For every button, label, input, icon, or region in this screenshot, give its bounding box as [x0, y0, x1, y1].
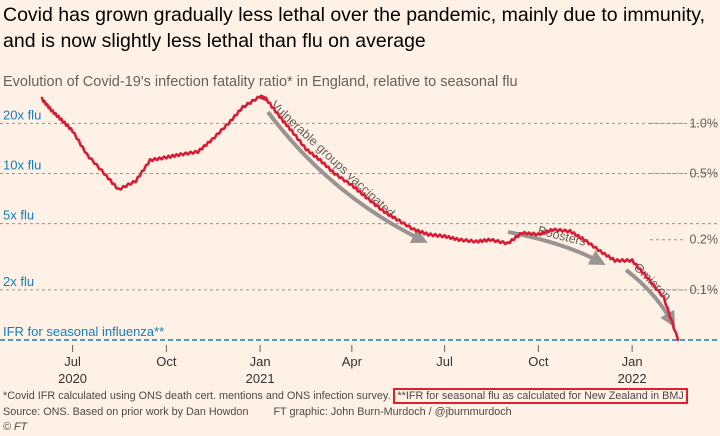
- copyright: © FT: [3, 421, 28, 433]
- xtick-label-6: Jan: [622, 354, 643, 369]
- xtick-label-2: Jan: [250, 354, 271, 369]
- series-line: [40, 94, 680, 342]
- ylabel-right-0: 0.1%: [690, 283, 719, 297]
- ylabel-left-3: 10x flu: [3, 157, 41, 172]
- chart-axis-ticks: IFR for seasonal influenza** 2x flu 5x flu…: [3, 107, 718, 386]
- xtick-label-4: Jul: [436, 354, 453, 369]
- source-line: Source: ONS. Based on prior work by Dan …: [3, 406, 512, 418]
- footnote: *Covid IFR calculated using ONS death ce…: [3, 388, 688, 404]
- chart-title: Covid has grown gradually less lethal ov…: [3, 4, 705, 52]
- ylabel-left-4: 20x flu: [3, 107, 41, 122]
- ylabel-left-1: 2x flu: [3, 274, 34, 289]
- xtick-label-5: Oct: [528, 354, 549, 369]
- credit-text: FT graphic: John Burn-Murdoch / @jburnmu…: [273, 406, 512, 418]
- ylabel-right-3: 1.0%: [690, 116, 719, 130]
- footnote-ifr: *Covid IFR calculated using ONS death ce…: [3, 390, 391, 402]
- xtick-year-6: 2022: [618, 371, 647, 386]
- footnote-flu-highlight: **IFR for seasonal flu as calculated for…: [393, 388, 688, 404]
- arrow-vaccinated: [266, 110, 428, 243]
- xtick-year-2: 2021: [246, 371, 275, 386]
- ylabel-left-2: 5x flu: [3, 208, 34, 223]
- chart-annotations: Vulnerable groups vaccinatedBoostersOmic…: [266, 98, 676, 328]
- xtick-label-0: Jul: [64, 354, 81, 369]
- xtick-year-0: 2020: [58, 371, 87, 386]
- ylabel-left-0: IFR for seasonal influenza**: [3, 324, 164, 339]
- annotation-vaccinated: Vulnerable groups vaccinated: [268, 98, 398, 220]
- xtick-label-3: Apr: [342, 354, 363, 369]
- chart-gridlines: [0, 122, 720, 341]
- source-text: Source: ONS. Based on prior work by Dan …: [3, 406, 249, 418]
- xtick-label-1: Oct: [156, 354, 177, 369]
- ylabel-right-2: 0.5%: [690, 166, 719, 180]
- chart-subtitle: Evolution of Covid-19's infection fatali…: [3, 74, 518, 90]
- ylabel-right-1: 0.2%: [690, 233, 719, 247]
